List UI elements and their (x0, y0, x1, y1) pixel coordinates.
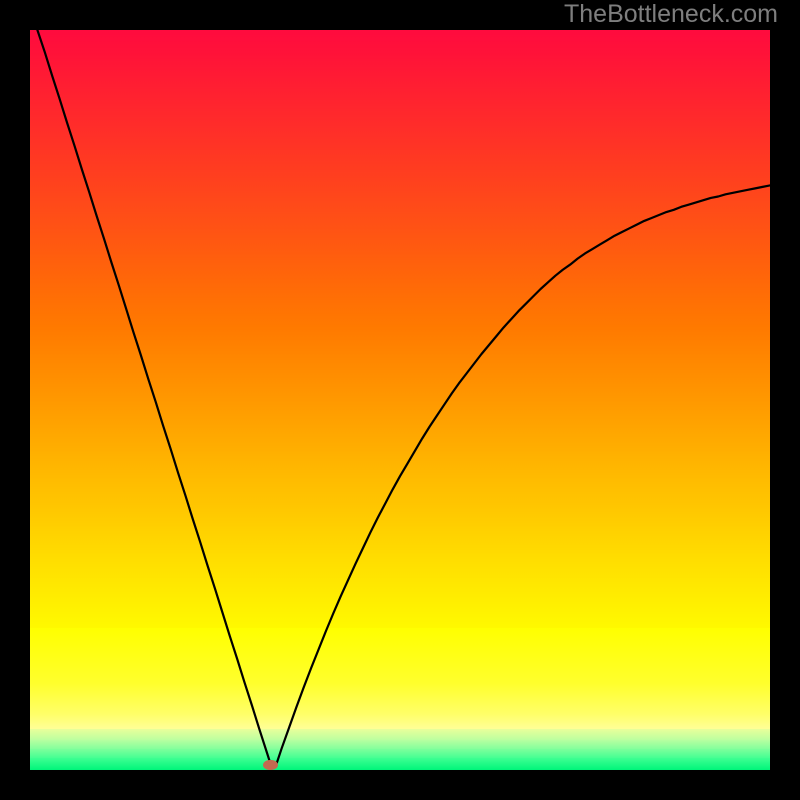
gradient-band (30, 229, 770, 255)
gradient-band (30, 154, 770, 180)
gradient-band (30, 504, 770, 529)
gradient-band (30, 553, 770, 579)
chart-container: TheBottleneck.com (0, 0, 800, 800)
gradient-band (30, 304, 770, 330)
gradient-band (30, 453, 770, 479)
gradient-band (30, 729, 770, 741)
chart-plotarea (30, 30, 770, 770)
gradient-band (30, 80, 770, 106)
gradient-band (30, 758, 770, 770)
gradient-band (30, 179, 770, 205)
gradient-band (30, 404, 770, 430)
gradient-band (30, 354, 770, 379)
gradient-band (30, 279, 770, 304)
gradient-band (30, 329, 770, 355)
gradient-band (30, 578, 770, 603)
gradient-band (30, 105, 770, 131)
gradient-band (30, 379, 770, 405)
min-marker (263, 760, 277, 770)
gradient-band (30, 429, 770, 454)
gradient-band (30, 478, 770, 504)
gradient-band (30, 55, 770, 80)
gradient-band (30, 528, 770, 554)
gradient-band (30, 205, 770, 230)
gradient-band (30, 603, 770, 629)
gradient-band (30, 714, 770, 730)
gradient-band (30, 30, 770, 56)
gradient-band (30, 628, 770, 685)
gradient-band (30, 130, 770, 155)
watermark-text: TheBottleneck.com (564, 0, 778, 29)
gradient-band (30, 254, 770, 280)
gradient-band (30, 684, 770, 714)
